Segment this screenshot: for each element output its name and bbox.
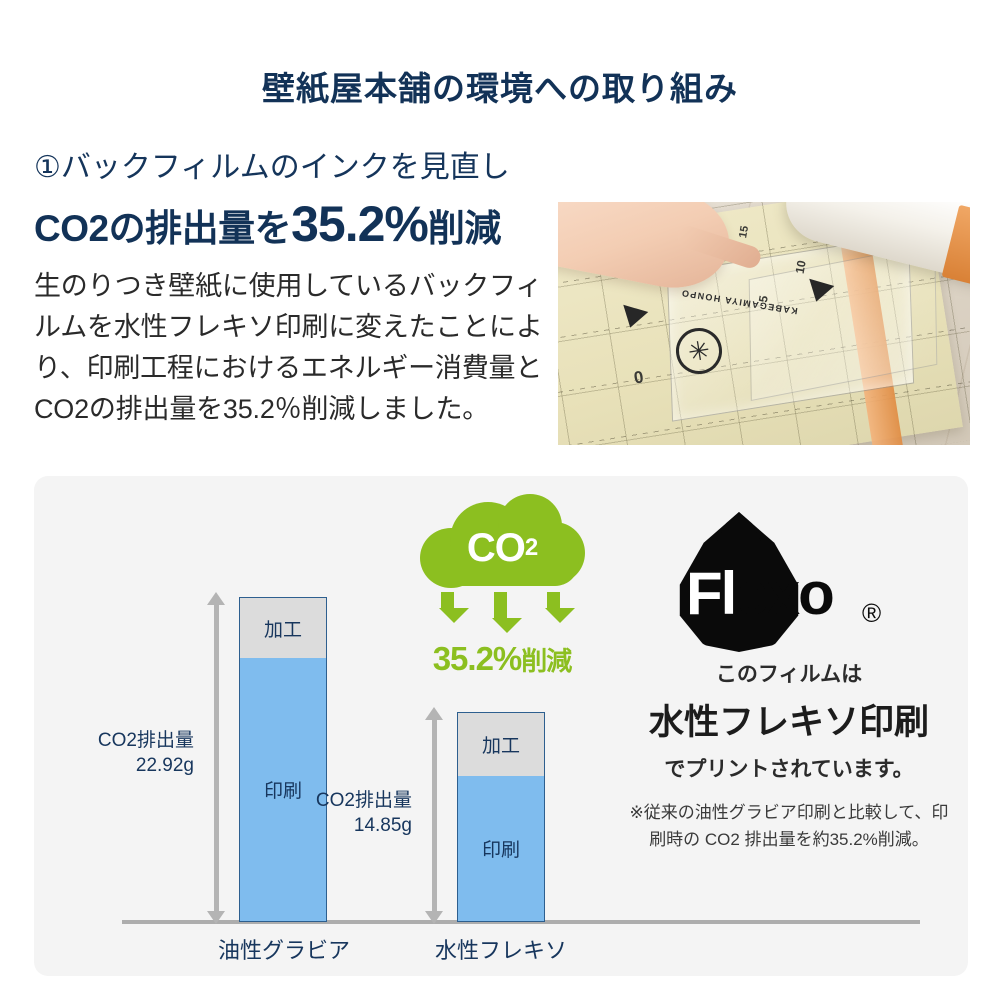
page-title: 壁紙屋本舗の環境への取り組み	[262, 70, 738, 107]
headline-suffix: 削減	[427, 208, 502, 250]
value-label-flexo-line1: CO2排出量	[315, 790, 412, 811]
photo-scale-10: 10	[792, 259, 809, 275]
arrow-shaft	[432, 716, 437, 915]
flexo-caption-line3: でプリントされています。	[664, 758, 914, 781]
bar-gravure-segment-processing: 加工	[240, 598, 326, 658]
flexo-wordmark-black: exo	[735, 560, 834, 627]
flexo-footnote: ※従来の油性グラビア印刷と比較して、印刷時の CO2 排出量を約35.2%削減。	[629, 803, 949, 850]
bar-flexo-printing-label: 印刷	[481, 840, 520, 861]
chart-baseline-axis	[122, 920, 920, 924]
arrow-head-down-icon	[207, 911, 225, 924]
wallpaper-roll-photo: KABEGAMIYA HONPO 0 5 10 15	[558, 202, 970, 445]
photo-scale-15: 15	[737, 224, 752, 240]
co2-reduction-suffix: 削減	[521, 646, 572, 676]
arrow-head-icon	[545, 608, 575, 623]
comparison-panel: CO2排出量 22.92g 加工 印刷 油性グラビア CO2排出量 14.85g…	[34, 476, 968, 976]
down-arrow-right-icon	[545, 592, 575, 623]
value-label-gravure-line2: 22.92g	[135, 755, 194, 777]
value-label-flexo: CO2排出量 14.85g	[292, 788, 412, 838]
intro-headline: CO2の排出量を35.2%削減	[34, 197, 554, 252]
arrow-shaft	[493, 592, 507, 618]
headline-percent: 35.2%	[291, 196, 429, 253]
cloud-co-label: CO	[466, 525, 526, 570]
flexo-info-block: Flexo ® このフィルムは 水性フレキソ印刷 でプリントされています。 ※従…	[624, 506, 954, 853]
flexo-caption-line2: 水性フレキソ印刷	[648, 703, 929, 742]
co2-cloud-icon: CO 2	[419, 494, 585, 590]
arrow-shaft	[546, 592, 560, 608]
category-label-flexo: 水性フレキソ	[434, 938, 567, 963]
measure-arrow-gravure	[207, 592, 225, 924]
cloud-subscript-2: 2	[524, 534, 538, 561]
arrow-head-down-icon	[425, 911, 443, 924]
bar-flexo-segment-processing: 加工	[458, 713, 544, 776]
co2-reduction-value: 35.2%	[432, 640, 523, 677]
arrow-head-icon	[439, 608, 469, 623]
arrow-head-up-icon	[207, 592, 225, 605]
bar-gravure: 加工 印刷	[239, 597, 327, 922]
intro-section: ①バックフィルムのインクを見直し CO2の排出量を35.2%削減 生のりつき壁紙…	[34, 150, 554, 431]
flexo-wordmark: Flexo	[686, 564, 835, 624]
co2-down-arrows	[437, 592, 575, 633]
measure-arrow-flexo	[425, 707, 443, 924]
flexo-caption-line1: このフィルムは	[715, 663, 863, 686]
headline-prefix: CO2の排出量を	[34, 208, 292, 250]
bar-flexo-segment-printing: 印刷	[458, 776, 544, 921]
down-arrow-left-icon	[439, 592, 469, 623]
arrow-shaft	[214, 601, 219, 915]
co2-reduction-text: 35.2%削減	[412, 640, 592, 678]
value-label-gravure: CO2排出量 22.92g	[74, 728, 194, 778]
intro-body-text: 生のりつき壁紙に使用しているバックフィルムを水性フレキソ印刷に変えたことにより、…	[34, 271, 543, 425]
co2-reduction-badge: CO 2 35.2%削減	[412, 494, 592, 678]
flexo-wordmark-white: Fl	[686, 560, 737, 627]
cloud-co2-text: CO 2	[420, 494, 585, 590]
arrow-shaft	[440, 592, 454, 608]
value-label-gravure-line1: CO2排出量	[97, 730, 194, 751]
registered-trademark-icon: ®	[862, 598, 882, 628]
flexo-logo: Flexo ®	[624, 506, 954, 656]
intro-lead-text: ①バックフィルムのインクを見直し	[34, 151, 510, 184]
arrow-head-icon	[492, 618, 522, 633]
bar-gravure-processing-label: 加工	[263, 619, 302, 641]
bar-gravure-segment-printing: 印刷	[240, 658, 326, 921]
bar-flexo-processing-label: 加工	[481, 736, 520, 757]
co2-bar-chart: CO2排出量 22.92g 加工 印刷 油性グラビア CO2排出量 14.85g…	[34, 476, 920, 976]
category-label-gravure: 油性グラビア	[217, 938, 350, 963]
arrow-head-up-icon	[425, 707, 443, 720]
cloud-body	[425, 546, 579, 586]
down-arrow-middle-icon	[492, 592, 522, 633]
value-label-flexo-line2: 14.85g	[353, 815, 412, 837]
bar-flexo: 加工 印刷	[457, 712, 545, 922]
bar-gravure-printing-label: 印刷	[263, 781, 302, 802]
